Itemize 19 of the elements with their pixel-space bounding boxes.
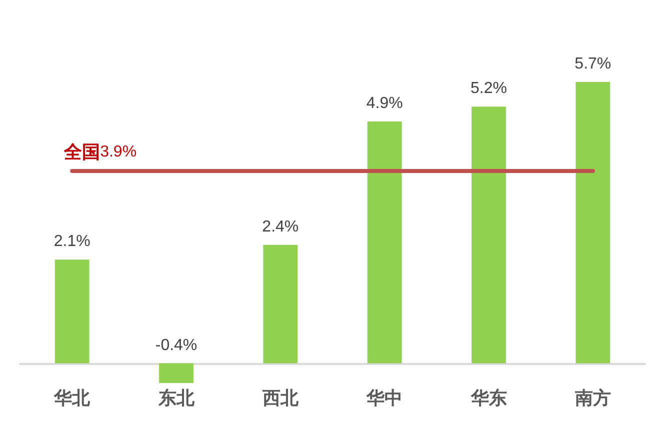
- data-label: 2.1%: [54, 233, 90, 250]
- bar: [576, 82, 610, 364]
- ref-line-label: 全国3.9%: [63, 142, 137, 162]
- data-label: 2.4%: [262, 218, 299, 236]
- x-tick-label: 南方: [574, 388, 611, 408]
- x-tick-label: 华中: [366, 388, 403, 408]
- data-label: 4.9%: [366, 94, 403, 112]
- x-tick-label: 东北: [157, 388, 196, 408]
- bar: [263, 244, 298, 364]
- bar: [54, 260, 90, 364]
- x-tick-label: 西北: [261, 388, 300, 408]
- bar: [159, 363, 194, 383]
- x-tick-label: 华北: [53, 388, 92, 408]
- bar: [367, 121, 402, 364]
- data-label: 5.2%: [470, 80, 507, 98]
- data-label: -0.4%: [155, 336, 198, 354]
- data-label: 5.7%: [574, 56, 612, 72]
- bar: [472, 106, 506, 364]
- x-tick-label: 华东: [470, 388, 507, 408]
